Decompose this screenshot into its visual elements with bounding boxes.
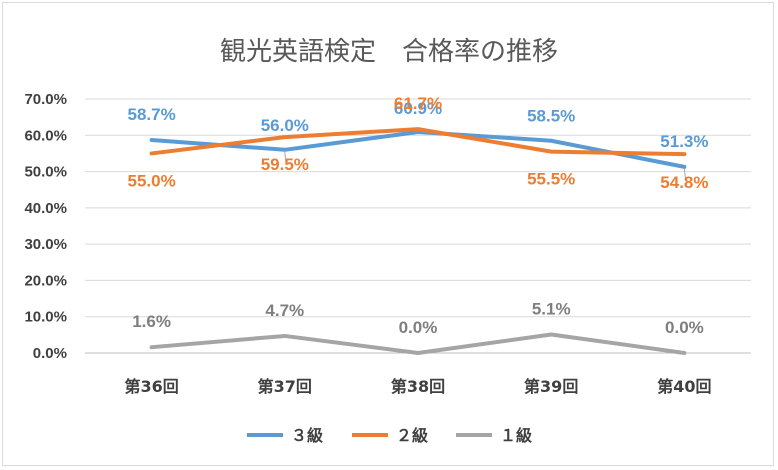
data-label: 56.0%	[261, 116, 309, 135]
x-axis-categories: 第36回 第37回 第38回 第39回 第40回	[124, 377, 711, 396]
data-label: 61.7%	[394, 94, 442, 113]
x-category-label: 第38回	[391, 377, 445, 396]
x-category-label: 第40回	[657, 377, 711, 396]
x-category-label: 第36回	[124, 377, 178, 396]
series-lines	[149, 127, 687, 355]
data-label: 59.5%	[261, 155, 309, 174]
data-label: 0.0%	[665, 318, 704, 337]
y-tick-label: 60.0%	[24, 127, 67, 144]
series-line	[149, 130, 687, 169]
y-tick-label: 40.0%	[24, 200, 67, 217]
y-tick-label: 30.0%	[24, 236, 67, 253]
data-labels: 58.7% 56.0% 60.9% 58.5% 51.3% 55.0% 59.5% 61.7%…	[127, 94, 708, 337]
y-tick-label: 10.0%	[24, 309, 67, 326]
y-tick-label: 70.0%	[24, 91, 67, 108]
data-label: 4.7%	[265, 301, 304, 320]
legend-label: １級	[500, 426, 532, 445]
data-label: 58.7%	[127, 105, 175, 124]
data-label: 0.0%	[399, 318, 438, 337]
series-line	[149, 127, 687, 157]
x-category-label: 第37回	[258, 377, 312, 396]
series-line	[149, 332, 687, 355]
legend-label: ２級	[396, 426, 428, 445]
label-leader-lines	[284, 151, 686, 179]
line-chart: 観光英語検定 合格率の推移 0.0% 10.0% 20.0% 30.0% 40.0% 50…	[24, 37, 751, 445]
chart-frame: 観光英語検定 合格率の推移 0.0% 10.0% 20.0% 30.0% 40.0% 50…	[2, 2, 774, 466]
legend: ３級 ２級 １級	[247, 426, 532, 445]
gridlines	[85, 98, 751, 354]
chart-title: 観光英語検定 合格率の推移	[220, 37, 558, 67]
data-label: 55.5%	[527, 170, 575, 189]
y-tick-label: 20.0%	[24, 272, 67, 289]
leader-line	[683, 168, 686, 179]
y-tick-label: 0.0%	[33, 345, 67, 362]
legend-label: ３級	[291, 426, 323, 445]
data-label: 1.6%	[132, 312, 171, 331]
data-label: 54.8%	[660, 173, 708, 192]
data-label: 51.3%	[660, 132, 708, 151]
data-label: 60.9%	[394, 99, 442, 118]
x-category-label: 第39回	[524, 377, 578, 396]
data-label: 58.5%	[527, 107, 575, 126]
data-label: 5.1%	[532, 299, 571, 318]
y-tick-label: 50.0%	[24, 164, 67, 181]
leader-line	[284, 151, 287, 162]
data-label: 55.0%	[127, 171, 175, 190]
y-axis-ticks: 0.0% 10.0% 20.0% 30.0% 40.0% 50.0% 60.0% 70.0%	[24, 91, 67, 362]
